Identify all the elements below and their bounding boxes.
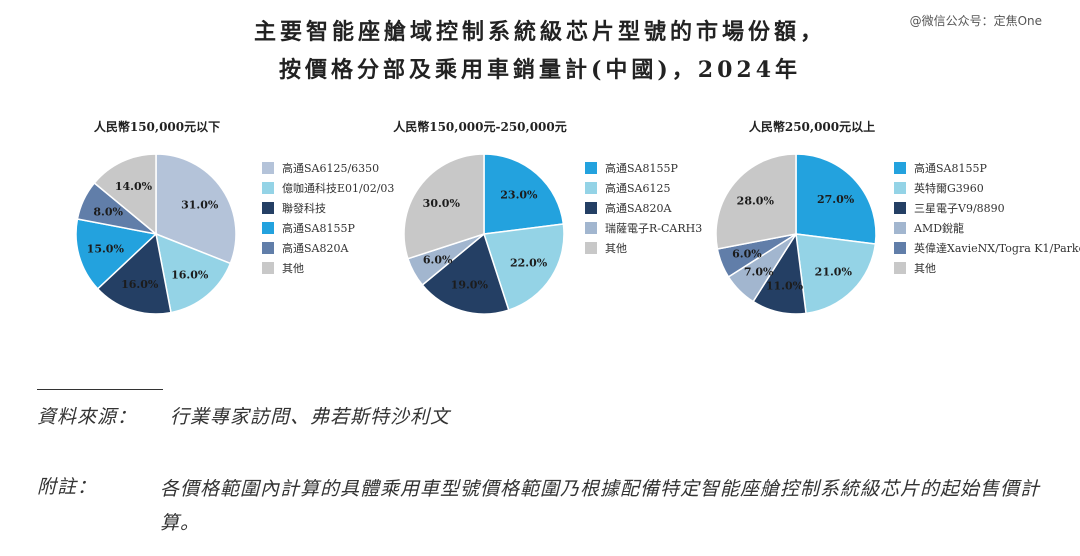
legend-label-2-3: AMD銳龍 bbox=[914, 222, 965, 235]
legend-swatch-0-4 bbox=[262, 242, 274, 254]
legend-swatch-1-2 bbox=[585, 202, 597, 214]
legend-label-0-4: 高通SA820A bbox=[282, 242, 349, 255]
legend-label-0-2: 聯發科技 bbox=[282, 202, 326, 215]
legend-label-2-5: 其他 bbox=[914, 262, 936, 275]
slice-data-label-2-3: 7.0% bbox=[744, 265, 774, 278]
source-label: 資料來源： bbox=[37, 406, 138, 428]
chart-title-above-250k: 人民幣250,000元以上 bbox=[748, 120, 876, 134]
legend-item-0-3: 高通SA8155P bbox=[262, 218, 394, 238]
chart-title-150k-250k: 人民幣150,000元-250,000元 bbox=[393, 120, 567, 134]
pie-slice-0-5 bbox=[93, 153, 157, 236]
slice-data-label-2-0: 27.0% bbox=[817, 193, 855, 206]
slice-data-label-1-0: 23.0% bbox=[500, 188, 538, 201]
slice-data-label-2-5: 28.0% bbox=[737, 194, 775, 207]
legend-label-1-4: 其他 bbox=[605, 242, 627, 255]
divider-rule bbox=[37, 389, 163, 390]
pie-slice-2-0 bbox=[795, 153, 877, 245]
slice-data-label-0-5: 14.0% bbox=[115, 180, 153, 193]
legend-swatch-2-1 bbox=[894, 182, 906, 194]
watermark: @微信公众号：定焦One bbox=[909, 14, 1042, 28]
slice-data-label-2-4: 6.0% bbox=[732, 247, 762, 260]
legend-swatch-0-0 bbox=[262, 162, 274, 174]
slice-data-label-0-0: 31.0% bbox=[181, 198, 219, 211]
legend-item-0-1: 億咖通科技E01/02/03 bbox=[262, 178, 394, 198]
legend-item-2-5: 其他 bbox=[894, 258, 1080, 278]
legend-item-0-2: 聯發科技 bbox=[262, 198, 394, 218]
legend-swatch-0-3 bbox=[262, 222, 274, 234]
legend-item-1-2: 高通SA820A bbox=[585, 198, 702, 218]
note-text: 各價格範圍內計算的具體乘用車型號價格範圍乃根據配備特定智能座艙控制系統級芯片的起… bbox=[160, 478, 1041, 534]
pie-slice-2-5 bbox=[715, 153, 797, 250]
pie-slice-0-1 bbox=[155, 232, 232, 314]
legend-label-0-0: 高通SA6125/6350 bbox=[282, 162, 380, 175]
legend-swatch-2-2 bbox=[894, 202, 906, 214]
legend-label-1-1: 高通SA6125 bbox=[605, 182, 671, 195]
legend-swatch-2-4 bbox=[894, 242, 906, 254]
slice-data-label-0-2: 16.0% bbox=[121, 278, 159, 291]
legend-label-2-4: 英偉達XavieNX/Togra K1/Parker bbox=[914, 242, 1080, 255]
legend-label-0-5: 其他 bbox=[282, 262, 304, 275]
legend-swatch-1-4 bbox=[585, 242, 597, 254]
chart-title-below-150k: 人民幣150,000元以下 bbox=[93, 120, 221, 134]
legend-swatch-1-0 bbox=[585, 162, 597, 174]
legend-label-0-3: 高通SA8155P bbox=[282, 222, 355, 235]
legend-above-250k: 高通SA8155P 英特爾G3960 三星電子V9/8890 AMD銳龍英偉達Xavi… bbox=[894, 158, 1080, 278]
figure-title-line1: 主要智能座艙域控制系統級芯片型號的市場份額， bbox=[253, 19, 826, 45]
slice-data-label-1-3: 6.0% bbox=[423, 253, 453, 266]
legend-label-1-0: 高通SA8155P bbox=[605, 162, 678, 175]
legend-150k-250k: 高通SA8155P 高通SA6125 高通SA820A 瑞薩電子R-CARH3 其他 bbox=[585, 158, 702, 258]
legend-swatch-0-1 bbox=[262, 182, 274, 194]
pie-slice-1-0 bbox=[483, 153, 565, 235]
legend-item-2-3: AMD銳龍 bbox=[894, 218, 1080, 238]
legend-swatch-2-5 bbox=[894, 262, 906, 274]
pie-slice-1-1 bbox=[483, 223, 565, 312]
legend-item-2-1: 英特爾G3960 bbox=[894, 178, 1080, 198]
note-label: 附註： bbox=[37, 476, 98, 498]
legend-swatch-0-2 bbox=[262, 202, 274, 214]
legend-label-1-3: 瑞薩電子R-CARH3 bbox=[605, 222, 703, 235]
legend-item-2-0: 高通SA8155P bbox=[894, 158, 1080, 178]
legend-below-150k: 高通SA6125/6350 億咖通科技E01/02/03 聯發科技高通SA8155P… bbox=[262, 158, 394, 278]
slice-data-label-1-2: 19.0% bbox=[451, 279, 489, 292]
slice-data-label-1-1: 22.0% bbox=[510, 256, 548, 269]
pie-chart-150k-250k: 23.0% 22.0% 19.0% 6.0% 30.0% bbox=[403, 153, 565, 315]
pie-slice-0-3 bbox=[75, 218, 158, 290]
slice-data-label-2-2: 11.0% bbox=[766, 280, 804, 293]
pie-slice-0-0 bbox=[155, 153, 237, 265]
legend-item-0-5: 其他 bbox=[262, 258, 394, 278]
slice-data-label-0-3: 15.0% bbox=[87, 243, 125, 256]
legend-item-2-4: 英偉達XavieNX/Togra K1/Parker bbox=[894, 238, 1080, 258]
slice-data-label-2-1: 21.0% bbox=[815, 265, 853, 278]
legend-item-0-0: 高通SA6125/6350 bbox=[262, 158, 394, 178]
legend-swatch-0-5 bbox=[262, 262, 274, 274]
pie-chart-below-150k: 31.0% 16.0% 16.0% 15.0% 8.0% 14.0% bbox=[75, 153, 237, 315]
legend-label-2-1: 英特爾G3960 bbox=[914, 182, 984, 195]
legend-item-2-2: 三星電子V9/8890 bbox=[894, 198, 1080, 218]
legend-item-1-4: 其他 bbox=[585, 238, 702, 258]
legend-label-2-0: 高通SA8155P bbox=[914, 162, 987, 175]
pie-slice-2-1 bbox=[795, 233, 877, 315]
legend-swatch-2-3 bbox=[894, 222, 906, 234]
figure-title-line2: 按價格分部及乘用車銷量計(中國)，2024年 bbox=[278, 57, 802, 83]
slice-data-label-1-4: 30.0% bbox=[423, 197, 461, 210]
legend-item-1-0: 高通SA8155P bbox=[585, 158, 702, 178]
legend-label-0-1: 億咖通科技E01/02/03 bbox=[282, 182, 395, 195]
pie-slice-0-2 bbox=[96, 232, 172, 315]
legend-item-1-3: 瑞薩電子R-CARH3 bbox=[585, 218, 702, 238]
legend-item-1-1: 高通SA6125 bbox=[585, 178, 702, 198]
pie-chart-above-250k: 27.0% 21.0% 11.0% 7.0% 6.0% 28.0% bbox=[715, 153, 877, 315]
legend-label-2-2: 三星電子V9/8890 bbox=[914, 202, 1005, 215]
slice-data-label-0-4: 8.0% bbox=[93, 206, 123, 219]
pie-slice-1-2 bbox=[421, 232, 510, 315]
legend-item-0-4: 高通SA820A bbox=[262, 238, 394, 258]
legend-swatch-1-1 bbox=[585, 182, 597, 194]
source-text: 行業專家訪問、弗若斯特沙利文 bbox=[170, 406, 451, 428]
legend-swatch-2-0 bbox=[894, 162, 906, 174]
legend-label-1-2: 高通SA820A bbox=[605, 202, 672, 215]
legend-swatch-1-3 bbox=[585, 222, 597, 234]
slice-data-label-0-1: 16.0% bbox=[171, 269, 209, 282]
pie-slice-1-4 bbox=[403, 153, 485, 260]
